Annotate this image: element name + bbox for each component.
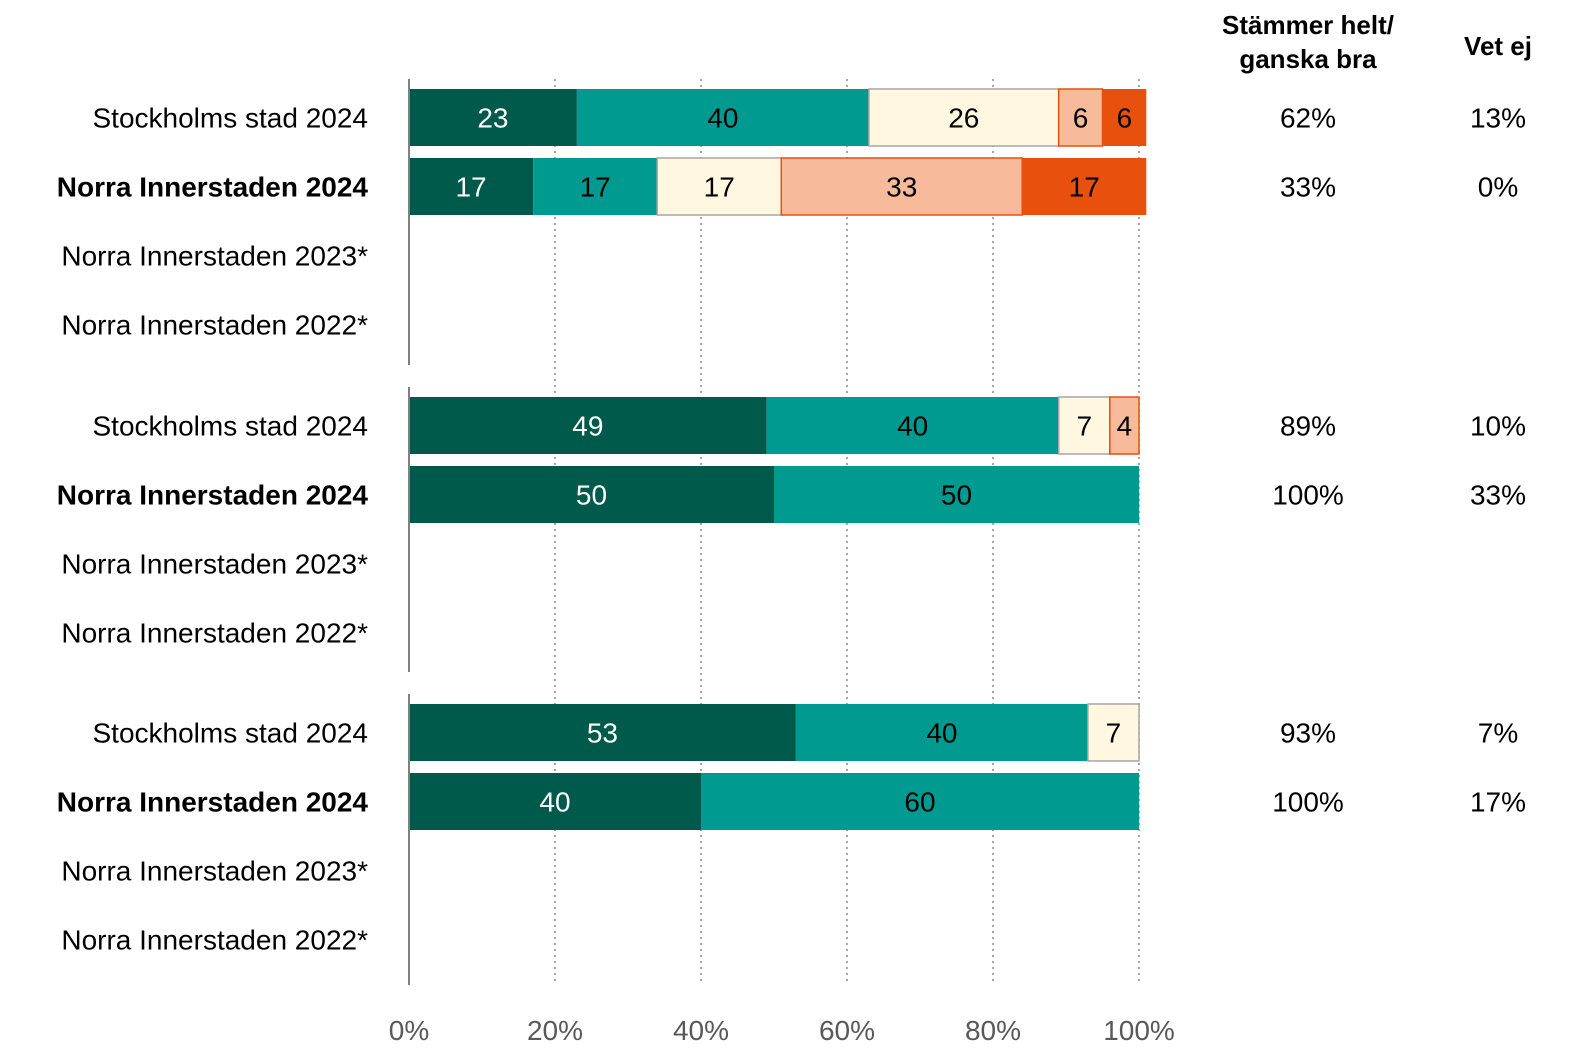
row-label: Norra Innerstaden 2024	[57, 787, 369, 818]
bar-segment	[576, 89, 869, 146]
bar-segment	[1087, 703, 1140, 762]
bar-segment	[701, 773, 1139, 830]
axis-layer: 0% 20% 40% 60% 80% 100%	[389, 79, 1175, 1046]
agree-value: 93%	[1280, 718, 1336, 749]
dontknow-value: 33%	[1470, 480, 1526, 511]
bar-segment	[795, 704, 1088, 761]
bar-segment	[409, 89, 577, 146]
data-label: 6	[1073, 103, 1089, 134]
dontknow-value: 13%	[1470, 103, 1526, 134]
data-label: 50	[576, 480, 607, 511]
bar-segment	[1057, 396, 1111, 455]
data-label: 49	[572, 411, 603, 442]
bar-segment	[1109, 396, 1140, 455]
side-columns: Stämmer helt/ganska bra Vet ej 62% 13% 33% 0%…	[1222, 10, 1532, 818]
agree-value: 89%	[1280, 411, 1336, 442]
data-label: 23	[477, 103, 508, 134]
bar-segment	[1057, 88, 1104, 147]
column-header-agree: ganska bra	[1239, 44, 1377, 74]
row-label: Norra Innerstaden 2023*	[61, 241, 368, 272]
data-label: 40	[897, 411, 928, 442]
bar-segment	[409, 773, 701, 830]
data-label: 7	[1106, 718, 1122, 749]
x-tick-label: 0%	[389, 1015, 429, 1046]
data-label: 40	[926, 718, 957, 749]
agree-value: 33%	[1280, 172, 1336, 203]
row-label: Stockholms stad 2024	[93, 103, 369, 134]
x-tick-label: 60%	[819, 1015, 875, 1046]
bar-segment	[780, 157, 1023, 216]
agree-value: 62%	[1280, 103, 1336, 134]
data-label: 17	[1069, 172, 1100, 203]
bar-segment	[1022, 158, 1147, 215]
data-label: 50	[941, 480, 972, 511]
agree-value: 100%	[1272, 480, 1344, 511]
row-label: Stockholms stad 2024	[93, 411, 369, 442]
data-label: 17	[455, 172, 486, 203]
data-label: 26	[948, 103, 979, 134]
x-tick-label: 100%	[1103, 1015, 1175, 1046]
dontknow-value: 7%	[1478, 718, 1518, 749]
row-label: Norra Innerstaden 2024	[57, 172, 369, 203]
data-label: 6	[1117, 103, 1133, 134]
bar-segment	[533, 158, 658, 215]
bar-segment	[774, 466, 1139, 523]
row-labels: Stockholms stad 2024 Norra Innerstaden 20…	[57, 103, 369, 956]
grid-layer	[554, 79, 1140, 985]
x-tick-label: 20%	[527, 1015, 583, 1046]
x-tick-label: 40%	[673, 1015, 729, 1046]
dontknow-value: 17%	[1470, 787, 1526, 818]
bar-segment	[409, 397, 767, 454]
data-label: 60	[904, 787, 935, 818]
data-label: 53	[587, 718, 618, 749]
data-label: 17	[580, 172, 611, 203]
bar-segment	[1102, 89, 1147, 146]
bar-segment	[409, 466, 774, 523]
dontknow-value: 10%	[1470, 411, 1526, 442]
bar-segment	[409, 158, 534, 215]
data-label: 40	[539, 787, 570, 818]
data-label: 17	[704, 172, 735, 203]
column-header-agree: Stämmer helt/	[1222, 10, 1394, 40]
bar-segment	[409, 704, 796, 761]
row-label: Norra Innerstaden 2023*	[61, 856, 368, 887]
x-tick-label: 80%	[965, 1015, 1021, 1046]
row-label: Norra Innerstaden 2022*	[61, 310, 368, 341]
row-label: Norra Innerstaden 2022*	[61, 925, 368, 956]
row-label: Norra Innerstaden 2024	[57, 480, 369, 511]
column-header-dontknow: Vet ej	[1464, 31, 1532, 61]
row-label: Stockholms stad 2024	[93, 718, 369, 749]
data-label: 4	[1117, 411, 1133, 442]
agree-value: 100%	[1272, 787, 1344, 818]
data-label: 40	[707, 103, 738, 134]
bar-segment	[766, 397, 1059, 454]
row-label: Norra Innerstaden 2023*	[61, 549, 368, 580]
data-label: 7	[1076, 411, 1092, 442]
dontknow-value: 0%	[1478, 172, 1518, 203]
data-label: 33	[886, 172, 917, 203]
row-label: Norra Innerstaden 2022*	[61, 618, 368, 649]
